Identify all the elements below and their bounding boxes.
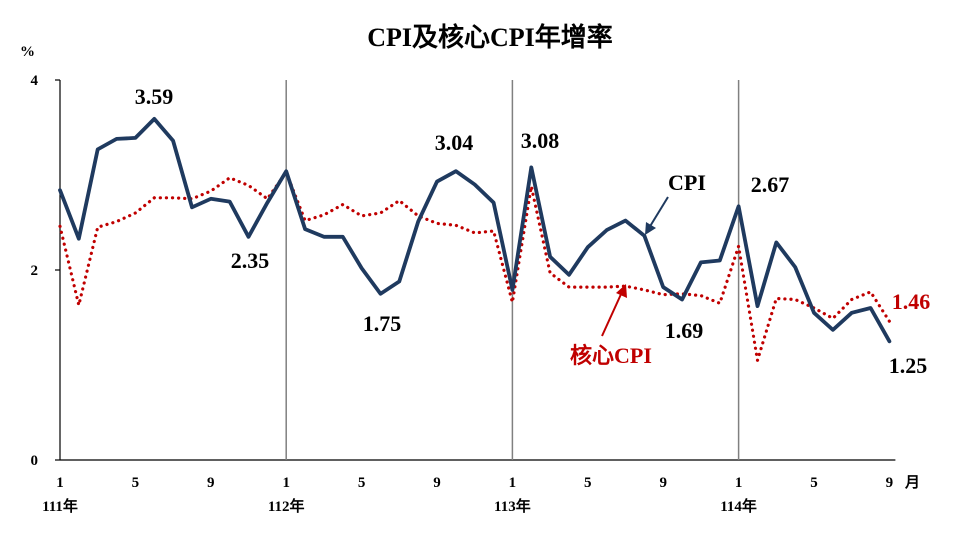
- cpi-arrow: [645, 196, 669, 235]
- annotation-2-35: 2.35: [231, 248, 270, 273]
- core-cpi-arrow: [601, 284, 627, 337]
- cpi-line: [58, 117, 892, 344]
- y-tick-label: 4: [31, 73, 39, 89]
- y-unit-label: %: [20, 44, 35, 60]
- x-tick-label: 5: [584, 475, 592, 491]
- x-tick-label: 1: [282, 475, 290, 491]
- series-lines: [58, 117, 892, 362]
- annotation-3-04: 3.04: [435, 130, 474, 155]
- year-label: 112年: [268, 497, 305, 515]
- x-tick-label: 1: [735, 475, 743, 491]
- annotation-2-67: 2.67: [751, 172, 790, 197]
- year-label: 113年: [494, 497, 531, 515]
- y-tick-label: 0: [31, 453, 39, 469]
- core-cpi-line: [58, 170, 892, 362]
- year-label: 111年: [42, 497, 78, 515]
- chart-title: CPI及核心CPI年增率: [367, 22, 613, 52]
- core-cpi-series-label: 核心CPI: [570, 343, 652, 368]
- annotation-1-25: 1.25: [889, 353, 928, 378]
- annotation-1-46: 1.46: [892, 289, 931, 314]
- axes: [55, 79, 896, 461]
- x-tick-label: 1: [56, 475, 64, 491]
- year-dividers: [285, 80, 740, 460]
- x-tick-label: 9: [886, 475, 894, 491]
- x-unit-label: 月: [904, 474, 920, 491]
- x-tick-label: 9: [207, 475, 215, 491]
- year-labels: 111年 112年 113年 114年: [42, 497, 757, 515]
- cpi-series-label: CPI: [668, 170, 706, 195]
- year-label: 114年: [720, 497, 757, 515]
- annotation-3-08: 3.08: [521, 128, 560, 153]
- x-tick-label: 5: [132, 475, 140, 491]
- annotation-1-69: 1.69: [665, 318, 704, 343]
- y-tick-label: 2: [31, 263, 39, 279]
- x-tick-label: 5: [810, 475, 818, 491]
- x-tick-label: 9: [659, 475, 667, 491]
- x-tick-labels: 1 5 9 1 5 9 1 5 9 1 5 9: [56, 475, 893, 491]
- x-tick-label: 1: [509, 475, 517, 491]
- annotation-3-59: 3.59: [135, 84, 174, 109]
- y-tick-labels: 0 2 4: [31, 73, 39, 469]
- x-tick-label: 5: [358, 475, 366, 491]
- x-tick-label: 9: [433, 475, 441, 491]
- annotation-1-75: 1.75: [363, 311, 402, 336]
